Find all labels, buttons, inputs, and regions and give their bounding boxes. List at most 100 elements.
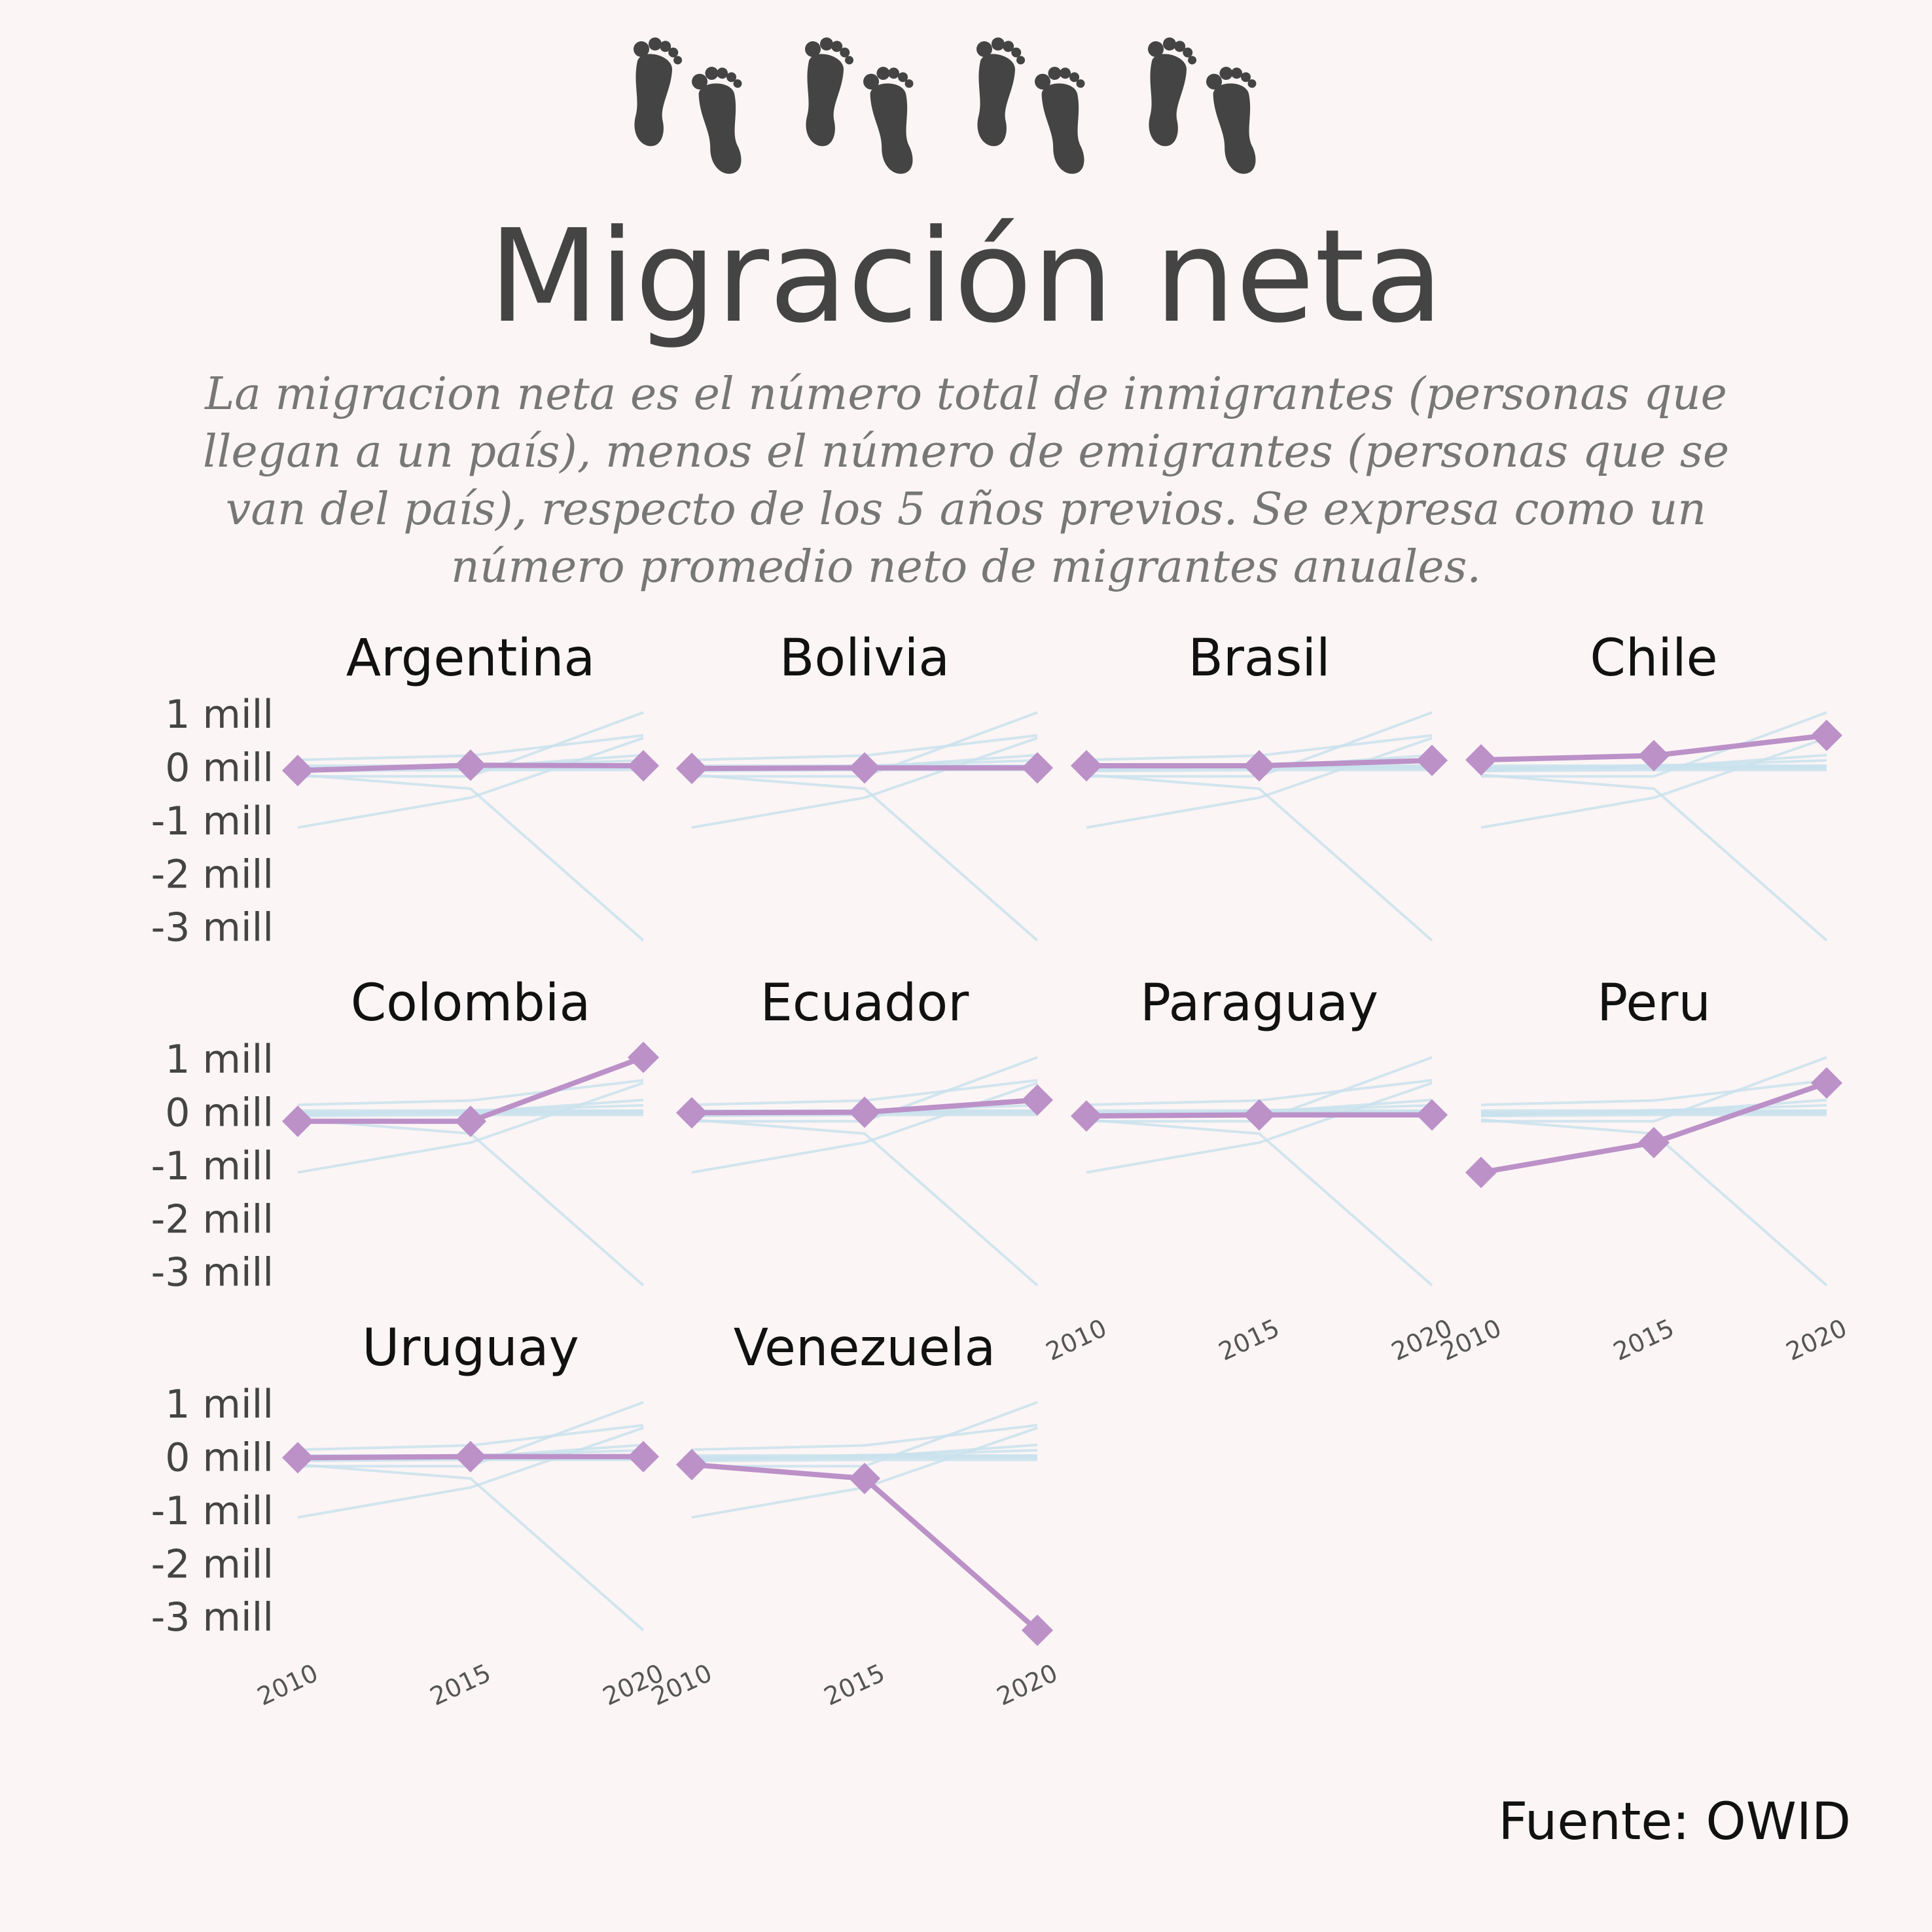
data-point	[1637, 740, 1670, 772]
foot-sole	[870, 83, 913, 174]
data-point	[1810, 719, 1843, 751]
toe	[876, 67, 890, 80]
toe	[1016, 56, 1026, 65]
context-line	[1480, 1079, 1827, 1107]
panel-bolivia: Bolivia	[675, 629, 1054, 942]
panel-title: Ecuador	[760, 974, 970, 1033]
foot-shape	[634, 37, 683, 147]
context-line	[1480, 1113, 1827, 1118]
context-line	[1481, 711, 1827, 778]
data-point	[1416, 744, 1448, 776]
subtitle-line: número promedio neto de migrantes anuale…	[451, 541, 1481, 593]
y-tick-label: -1 mill	[151, 798, 274, 844]
panel-title: Uruguay	[362, 1319, 579, 1378]
panel-title: Brasil	[1188, 629, 1330, 688]
panel-uruguay: Uruguay 1 mill 0 mill -1 mill -2 mill -3 mill…	[151, 1319, 668, 1711]
subtitle-line: llegan a un país), menos el número de em…	[203, 426, 1729, 478]
foot-sole	[1041, 83, 1084, 174]
panel-chile: Chile	[1465, 629, 1843, 942]
footprints-icon-row	[634, 37, 1257, 174]
subtitle-line: van del país), respecto de los 5 años pr…	[226, 484, 1706, 535]
y-tick-label: -3 mill	[151, 905, 274, 951]
data-point	[1243, 1099, 1276, 1131]
y-tick-label: -3 mill	[151, 1595, 274, 1641]
toe	[1076, 79, 1085, 88]
toe	[1206, 73, 1223, 90]
toe	[692, 73, 708, 90]
toe	[1003, 41, 1014, 52]
chart-subtitle: La migracion neta es el número total de …	[203, 368, 1729, 593]
data-point	[281, 1442, 314, 1474]
foot-shape	[976, 37, 1026, 147]
toe	[831, 41, 843, 52]
data-point	[1810, 1067, 1843, 1099]
toe	[805, 41, 821, 58]
context-line	[297, 1426, 644, 1519]
data-point	[1465, 1156, 1497, 1189]
context-line	[691, 736, 1038, 829]
toe	[1148, 41, 1164, 58]
panel-title: Colombia	[351, 974, 591, 1033]
x-tick-label: 2015	[1214, 1314, 1283, 1367]
data-point	[1465, 744, 1497, 776]
x-tick-label: 2020	[992, 1658, 1062, 1711]
toe	[898, 72, 908, 82]
toe	[991, 37, 1005, 51]
foot-sole	[698, 83, 742, 174]
foot-sole	[1213, 83, 1256, 174]
footprints-icon	[634, 37, 742, 174]
small-multiples: Argentina 1 mill 0 mill -1 mill -2 mill -3 mi…	[151, 629, 1851, 1711]
y-tick-label: 1 mill	[165, 1382, 274, 1427]
toe	[845, 56, 854, 65]
data-point	[627, 1440, 660, 1473]
y-tick-label: 0 mill	[165, 1090, 274, 1136]
footprints-icon	[976, 37, 1085, 174]
toe	[634, 41, 650, 58]
toe	[1060, 67, 1071, 79]
foot-shape	[1206, 67, 1257, 174]
toe	[1035, 73, 1051, 90]
panel-ecuador: Ecuador	[675, 974, 1054, 1287]
panel-brasil: Brasil	[1070, 629, 1448, 942]
toe	[840, 47, 850, 58]
toe	[1219, 67, 1233, 80]
context-line	[297, 1081, 644, 1174]
toe	[660, 41, 671, 52]
context-line	[691, 1118, 1039, 1287]
foot-shape	[1148, 37, 1197, 147]
context-line	[297, 736, 644, 829]
context-line	[297, 1079, 644, 1107]
foot-shape	[863, 67, 914, 174]
y-tick-label: 1 mill	[165, 1037, 274, 1082]
foot-shape	[1035, 67, 1085, 174]
data-point	[675, 753, 708, 785]
x-tick-label: 2015	[1609, 1314, 1678, 1367]
context-line	[1480, 1110, 1827, 1115]
toe	[819, 37, 833, 51]
toe	[1183, 47, 1193, 58]
toe	[1069, 72, 1080, 82]
panel-title: Chile	[1590, 629, 1717, 688]
data-point	[1021, 1614, 1054, 1647]
context-line	[1086, 773, 1433, 942]
toe	[1231, 67, 1243, 79]
toe	[1188, 56, 1197, 65]
footprints-icon	[1148, 37, 1257, 174]
panel-title: Venezuela	[734, 1319, 996, 1378]
toe	[1247, 79, 1257, 88]
y-tick-label: -1 mill	[151, 1488, 274, 1534]
toe	[1241, 72, 1251, 82]
toe	[733, 79, 742, 88]
context-line	[691, 1458, 1037, 1463]
source-note: Fuente: OWID	[1498, 1793, 1851, 1851]
chart-title: Migración neta	[488, 202, 1443, 351]
context-line	[1480, 773, 1828, 942]
x-tick-label: 2010	[253, 1658, 322, 1711]
foot-sole	[806, 54, 844, 147]
toe	[705, 67, 719, 80]
foot-shape	[805, 37, 854, 147]
data-point	[454, 1440, 487, 1473]
